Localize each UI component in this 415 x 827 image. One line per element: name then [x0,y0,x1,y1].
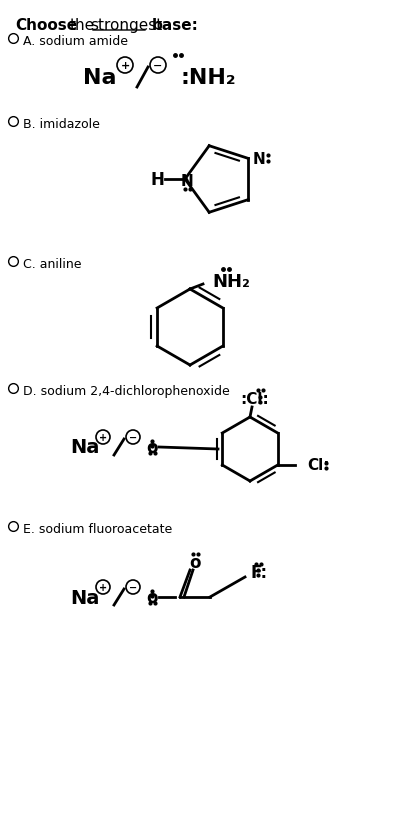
Text: H: H [150,171,164,189]
Text: Na: Na [70,438,100,457]
Text: Na: Na [83,68,117,88]
Text: −: − [129,582,137,592]
Text: strongest: strongest [90,18,162,33]
Text: Cl:: Cl: [308,458,330,473]
Text: +: + [99,433,107,442]
Text: −: − [129,433,137,442]
Text: N: N [181,174,193,189]
Text: F:: F: [250,563,267,581]
Text: −: − [153,61,163,71]
Text: C. aniline: C. aniline [23,258,81,270]
Text: :NH₂: :NH₂ [180,68,236,88]
Text: o: o [146,438,158,457]
Text: NH₂: NH₂ [212,273,250,290]
Text: B. imidazole: B. imidazole [23,118,100,131]
Text: Choose: Choose [15,18,77,33]
Text: +: + [120,61,129,71]
Text: :Cl:: :Cl: [241,392,269,407]
Text: o: o [146,588,158,606]
Text: D. sodium 2,4-dichlorophenoxide: D. sodium 2,4-dichlorophenoxide [23,385,230,398]
Text: A. sodium amide: A. sodium amide [23,35,128,48]
Text: Na: Na [70,588,100,607]
Text: the: the [70,18,95,33]
Text: base:: base: [152,18,199,33]
Text: +: + [99,582,107,592]
Text: E. sodium fluoroacetate: E. sodium fluoroacetate [23,523,172,535]
Text: o: o [189,553,201,571]
Text: N: N [252,151,265,167]
